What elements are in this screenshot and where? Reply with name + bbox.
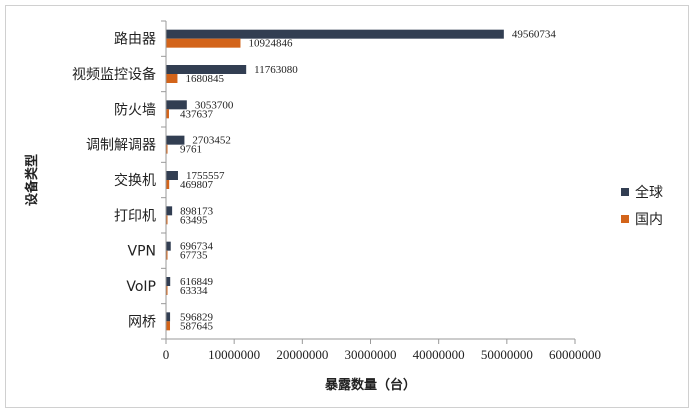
value-label: 596829 [180,311,214,323]
bar-global [166,277,171,286]
category-label: 防火墙 [114,102,156,118]
bar-domestic [166,109,169,119]
value-label: 63334 [180,285,208,297]
x-tick-label: 60000000 [549,347,601,362]
x-axis-title: 暴露数量（台） [324,377,416,393]
bar-domestic [166,286,168,295]
axis-layer [161,20,576,344]
bars-layer [166,29,504,331]
bar-global [166,135,185,145]
bar-domestic [166,215,168,225]
category-label: 打印机 [114,207,156,224]
value-label: 616849 [180,276,214,288]
value-label: 1755557 [186,170,225,182]
value-label: 3053700 [195,99,234,111]
bar-domestic [166,180,170,189]
value-label: 2703452 [192,135,231,147]
category-label: 网桥 [128,314,156,330]
value-label: 63495 [180,214,208,226]
value-label: 469807 [180,179,214,191]
bar-global [166,65,247,74]
legend-label-global: 全球 [635,184,663,201]
value-label: 67735 [180,250,208,262]
x-tick-label: 40000000 [413,347,465,362]
value-label: 696734 [180,241,214,253]
x-tick-label: 50000000 [481,347,533,362]
bar-domestic [166,321,171,331]
bar-global [166,206,173,216]
category-label: 路由器 [114,32,156,48]
bar-domestic [166,74,178,83]
y-axis-title: 设备类型 [24,154,40,206]
legend-swatch-domestic [621,215,629,223]
value-label: 898173 [180,205,214,217]
legend: 全球 国内 [621,184,663,228]
legend-swatch-global [621,188,629,196]
value-label: 437637 [180,108,214,120]
bar-global [166,29,504,39]
x-tick-label: 10000000 [208,347,260,362]
bar-domestic [166,144,168,154]
value-label: 587645 [180,320,214,332]
legend-label-domestic: 国内 [635,212,663,228]
category-label: VoIP [126,279,156,295]
value-label: 10924846 [248,38,293,50]
value-label: 49560734 [512,29,557,41]
x-tick-label: 0 [163,347,170,362]
category-label: 视频监控设备 [72,66,156,83]
value-label: 11763080 [254,64,298,76]
chart-frame: 路由器视频监控设备防火墙调制解调器交换机打印机 VPN VoIP 网桥 0 1000000… [5,5,689,408]
bar-global [166,241,171,251]
x-tick-label: 20000000 [276,347,328,362]
bar-global [166,100,187,110]
value-label: 9761 [180,144,202,156]
x-tick-label: 30000000 [345,347,397,362]
bar-global [166,171,178,180]
bar-global [166,312,171,322]
value-label: 1680845 [185,73,224,85]
category-label: VPN [128,244,157,260]
bar-domestic [166,250,168,260]
category-label: 交换机 [114,172,156,189]
bar-domestic [166,38,241,48]
category-label: 调制解调器 [86,138,156,154]
